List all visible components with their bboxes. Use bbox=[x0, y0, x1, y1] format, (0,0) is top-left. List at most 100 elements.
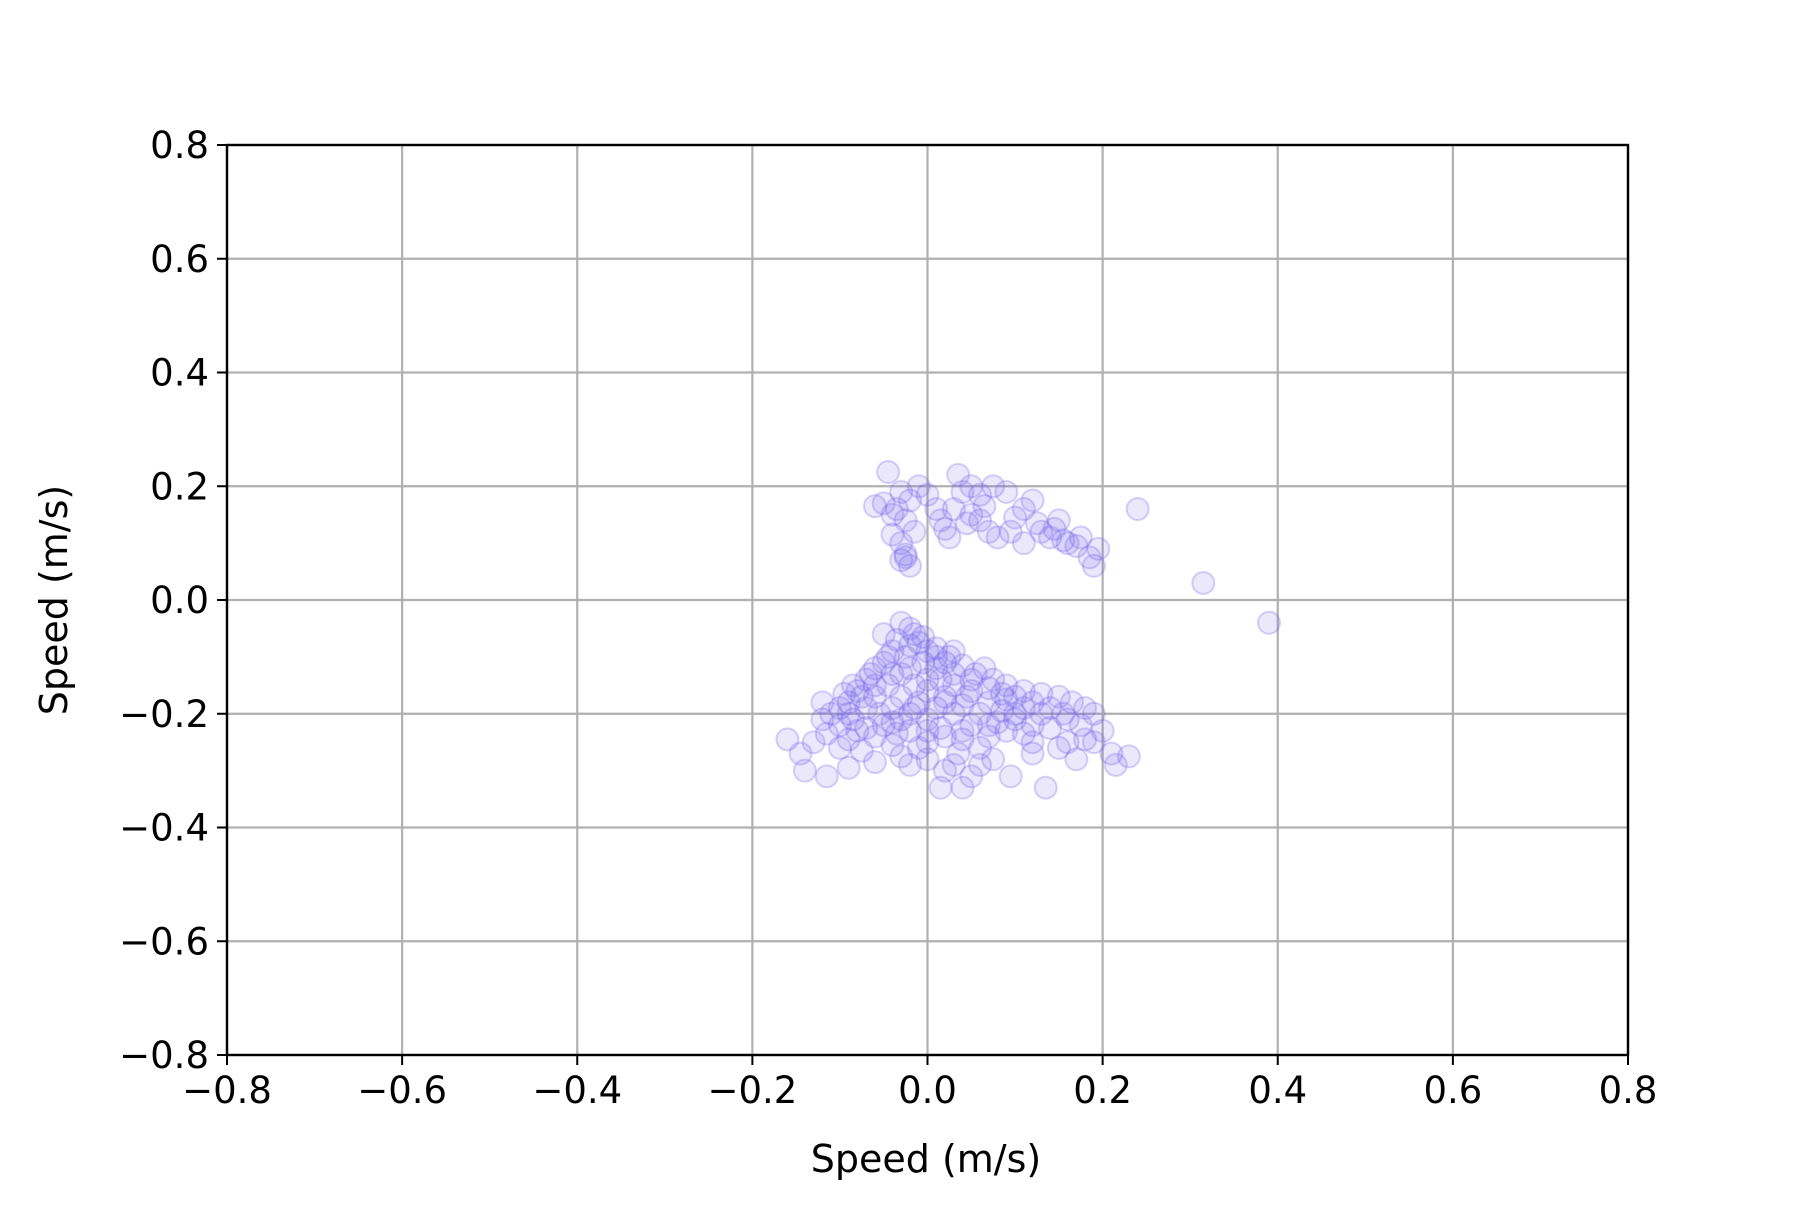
y-tick-label: 0.0 bbox=[150, 579, 209, 622]
data-point bbox=[889, 744, 914, 769]
data-point bbox=[1256, 610, 1281, 635]
data-point bbox=[1081, 730, 1106, 755]
x-tick-label: 0.0 bbox=[898, 1069, 957, 1112]
data-point bbox=[994, 479, 1019, 504]
data-point bbox=[954, 511, 979, 536]
data-point bbox=[933, 684, 958, 709]
data-point bbox=[981, 667, 1006, 692]
data-point bbox=[814, 764, 839, 789]
data-point bbox=[880, 710, 905, 735]
data-point bbox=[1011, 679, 1036, 703]
data-point bbox=[959, 764, 984, 789]
data-point bbox=[897, 488, 922, 513]
data-point bbox=[928, 715, 953, 740]
data-point bbox=[889, 707, 914, 732]
data-point bbox=[968, 752, 993, 777]
data-point bbox=[1011, 696, 1036, 721]
data-point bbox=[985, 525, 1010, 550]
data-point bbox=[1099, 741, 1124, 766]
x-tick-label: −0.8 bbox=[182, 1069, 272, 1112]
data-point bbox=[976, 724, 1001, 749]
data-point bbox=[1116, 744, 1141, 769]
data-point bbox=[884, 627, 909, 652]
data-point bbox=[1051, 701, 1076, 726]
data-point bbox=[989, 681, 1014, 706]
data-point bbox=[880, 522, 905, 547]
data-point bbox=[950, 653, 975, 678]
data-point bbox=[858, 661, 883, 686]
data-point bbox=[854, 667, 879, 692]
data-point bbox=[924, 644, 949, 669]
data-point bbox=[1064, 747, 1089, 772]
data-point bbox=[897, 633, 922, 658]
data-point bbox=[902, 622, 927, 647]
data-point bbox=[1042, 516, 1067, 541]
data-point bbox=[1029, 519, 1054, 544]
data-point bbox=[1077, 545, 1102, 570]
data-point bbox=[810, 690, 835, 715]
data-point bbox=[845, 718, 870, 743]
data-point bbox=[1059, 690, 1084, 715]
data-point bbox=[981, 474, 1006, 499]
y-tick-label: −0.8 bbox=[119, 1034, 209, 1077]
data-point bbox=[941, 752, 966, 777]
data-point bbox=[849, 738, 874, 763]
data-point bbox=[897, 616, 922, 641]
data-point bbox=[911, 650, 936, 675]
data-point bbox=[897, 701, 922, 726]
data-point bbox=[981, 747, 1006, 772]
data-point bbox=[1038, 696, 1063, 721]
y-tick-label: 0.2 bbox=[150, 465, 209, 508]
data-point bbox=[1046, 735, 1071, 760]
data-point bbox=[906, 630, 931, 655]
data-point bbox=[841, 673, 866, 698]
data-point bbox=[1191, 570, 1216, 595]
data-point bbox=[998, 519, 1023, 544]
data-point bbox=[1003, 701, 1028, 726]
data-point bbox=[862, 673, 887, 698]
data-point bbox=[1073, 696, 1098, 721]
data-point bbox=[941, 701, 966, 726]
data-point bbox=[1086, 536, 1111, 561]
data-point bbox=[1020, 730, 1045, 755]
data-point bbox=[1081, 553, 1106, 578]
data-point bbox=[933, 650, 958, 675]
data-point bbox=[1051, 528, 1076, 553]
data-point bbox=[836, 701, 861, 726]
data-point bbox=[937, 525, 962, 550]
data-point bbox=[893, 644, 918, 669]
data-point bbox=[893, 545, 918, 570]
data-point bbox=[1024, 511, 1049, 536]
data-point bbox=[845, 679, 870, 703]
data-point bbox=[906, 474, 931, 499]
x-tick-label: −0.2 bbox=[707, 1069, 797, 1112]
x-axis-label: Speed (m/s) bbox=[811, 1137, 1041, 1181]
data-point bbox=[906, 735, 931, 760]
data-point bbox=[959, 474, 984, 499]
data-point bbox=[880, 639, 905, 664]
data-point bbox=[915, 747, 940, 772]
data-point bbox=[871, 713, 896, 738]
data-point bbox=[1029, 681, 1054, 706]
data-point bbox=[985, 710, 1010, 735]
data-point bbox=[897, 752, 922, 777]
data-point bbox=[924, 497, 949, 521]
data-point bbox=[933, 758, 958, 783]
y-tick-label: 0.8 bbox=[150, 124, 209, 167]
data-point bbox=[893, 542, 918, 567]
data-point bbox=[959, 679, 984, 703]
data-point bbox=[862, 750, 887, 775]
data-point bbox=[876, 673, 901, 698]
y-tick-label: 0.4 bbox=[150, 352, 209, 395]
data-point bbox=[1003, 505, 1028, 530]
data-point bbox=[1029, 701, 1054, 726]
data-point bbox=[968, 508, 993, 533]
data-point bbox=[1020, 690, 1045, 715]
data-point bbox=[889, 531, 914, 556]
y-tick-label: −0.6 bbox=[119, 920, 209, 963]
y-tick-labels: −0.8 −0.6 −0.4 −0.2 0.0 0.2 0.4 0.6 0.8 bbox=[119, 124, 209, 1077]
data-point bbox=[880, 661, 905, 686]
data-point bbox=[876, 644, 901, 669]
data-point bbox=[959, 502, 984, 527]
